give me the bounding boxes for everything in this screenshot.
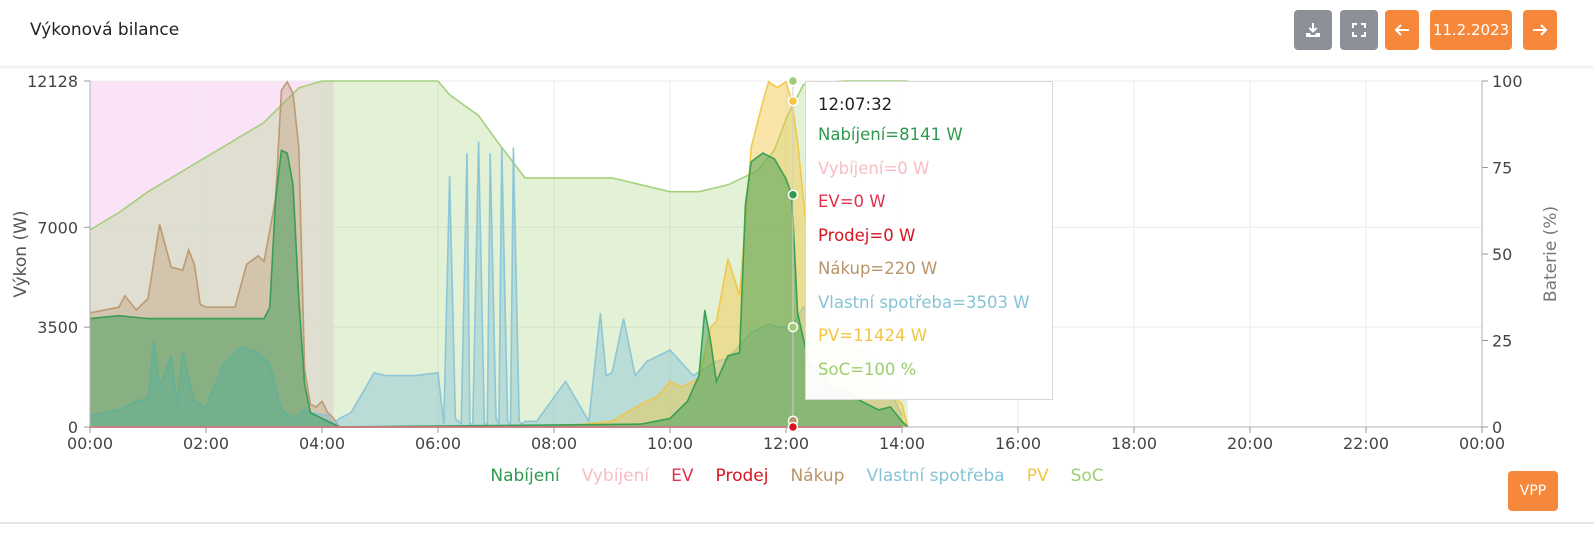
legend-item[interactable]: EV [671,466,694,486]
y2-axis-label: Baterie (%) [1541,206,1561,302]
legend-item[interactable]: Prodej [715,466,769,486]
series-area-SoC [90,81,908,427]
y2-tick-label: 25 [1492,332,1512,351]
chart-header: Výkonová bilance 11.2.2023 [0,0,1594,67]
y2-tick-label: 0 [1492,418,1502,437]
legend-item[interactable]: Vybíjení [581,466,650,486]
arrow-left-icon [1394,24,1409,36]
x-tick-label: 10:00 [647,434,693,453]
cursor-marker [787,421,799,433]
night-band [90,81,334,427]
chart-title: Výkonová bilance [30,20,180,40]
x-tick-label: 20:00 [1227,434,1273,453]
tooltip-line: PV=11424 W [818,326,928,345]
arrow-right-icon [1533,24,1548,36]
series-line-Nákup [89,80,341,428]
y-tick-label: 12128 [27,72,78,91]
tooltip-line: Vybíjení=0 W [818,158,930,178]
tooltip-line: Nákup=220 W [818,259,938,278]
tooltip-line: Nabíjení=8141 W [818,125,963,144]
cursor-marker [787,75,799,87]
legend-item[interactable]: SoC [1070,466,1104,486]
x-tick-label: 02:00 [183,434,229,453]
x-tick-label: 04:00 [299,434,345,453]
date-picker-button[interactable]: 11.2.2023 [1430,10,1512,50]
y-tick-label: 7000 [37,218,78,237]
y2-tick-label: 75 [1492,159,1512,178]
tooltip-line: SoC=100 % [818,359,917,379]
legend-item[interactable]: PV [1026,466,1049,486]
tooltip-time: 12:07:32 [818,95,893,114]
legend-item[interactable]: Vlastní spotřeba [866,466,1005,486]
cursor-marker [787,189,799,200]
tooltip-line: Vlastní spotřeba=3503 W [818,292,1030,312]
x-tick-label: 08:00 [531,434,577,453]
tooltip-line: EV=0 W [818,192,886,211]
chart-tooltip: 12:07:32 Nabíjení=8141 W Vybíjení=0 W EV=0… [805,81,1053,400]
y-tick-label: 0 [68,418,78,437]
legend-item[interactable]: Nákup [790,466,845,486]
tooltip-line: Prodej=0 W [818,225,916,245]
y-tick-label: 3500 [37,318,78,337]
x-tick-label: 18:00 [1111,434,1157,453]
next-day-button[interactable] [1523,10,1557,50]
fullscreen-button[interactable] [1340,10,1378,50]
x-tick-label: 06:00 [415,434,461,453]
series-area-Nákup [90,81,340,428]
y-axis-label: Výkon (W) [11,210,31,297]
x-tick-label: 00:00 [1459,434,1505,453]
fullscreen-icon [1352,23,1366,37]
download-button[interactable] [1294,10,1332,50]
download-icon [1306,23,1320,37]
power-balance-chart[interactable]: 0 3500 7000 12128 0 25 50 75 100 00:00 02:00 04:00 0… [0,70,1594,465]
previous-day-button[interactable] [1385,10,1419,50]
x-tick-label: 00:00 [67,434,113,453]
cursor-marker [787,95,799,107]
y2-tick-label: 100 [1492,72,1523,91]
x-tick-label: 22:00 [1343,434,1389,453]
chart-legend: Nabíjení Vybíjení EV Prodej Nákup Vlastní spo… [0,466,1594,486]
vpp-button[interactable]: VPP [1508,471,1558,511]
legend-item[interactable]: Nabíjení [490,466,560,486]
bottom-divider [0,522,1594,524]
x-tick-label: 16:00 [995,434,1041,453]
x-tick-label: 14:00 [879,434,925,453]
y2-tick-label: 50 [1492,245,1512,264]
series-line-Vlastní spotřeba [89,141,903,426]
cursor-marker [787,321,799,333]
series-line-SoC [89,80,908,231]
x-tick-label: 12:00 [763,434,809,453]
